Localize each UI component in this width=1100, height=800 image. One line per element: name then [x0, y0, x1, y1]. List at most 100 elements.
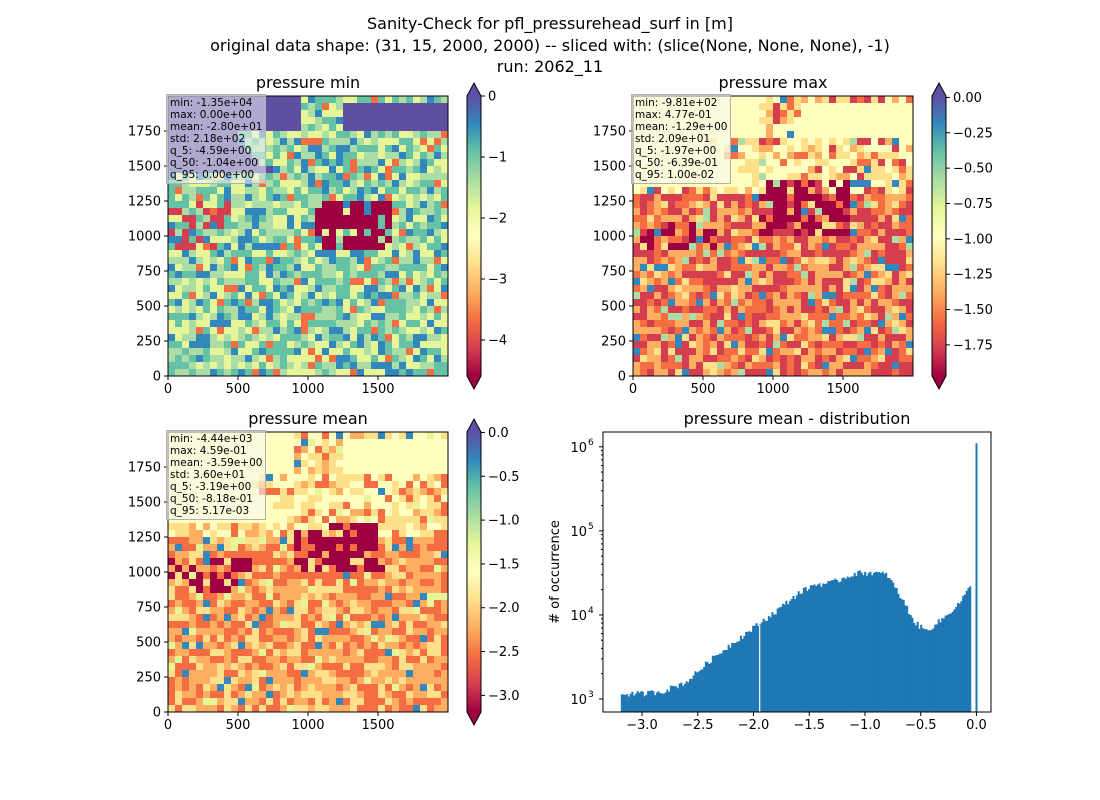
heatmap-cell — [308, 243, 315, 250]
heatmap-cell — [661, 208, 668, 215]
heatmap-cell — [420, 117, 427, 124]
heatmap-cell — [892, 243, 899, 250]
heatmap-cell — [336, 614, 343, 621]
heatmap-cell — [287, 705, 294, 712]
heatmap-cell — [329, 201, 336, 208]
heatmap-cell — [441, 166, 448, 173]
heatmap-cell — [301, 446, 308, 453]
heatmap-cell — [315, 649, 322, 656]
heatmap-cell — [815, 348, 822, 355]
heatmap-cell — [787, 229, 794, 236]
heatmap-cell — [357, 292, 364, 299]
heatmap-cell — [301, 593, 308, 600]
heatmap-cell — [759, 362, 766, 369]
heatmap-cell — [392, 299, 399, 306]
heatmap-cell — [773, 320, 780, 327]
heatmap-cell — [329, 649, 336, 656]
heatmap-cell — [238, 313, 245, 320]
heatmap-cell — [322, 474, 329, 481]
heatmap-cell — [378, 187, 385, 194]
heatmap-cell — [682, 250, 689, 257]
heatmap-cell — [301, 278, 308, 285]
heatmap-cell — [210, 565, 217, 572]
heatmap-cell — [238, 341, 245, 348]
heatmap-cell — [364, 341, 371, 348]
heatmap-cell — [689, 327, 696, 334]
heatmap-cell — [745, 208, 752, 215]
heatmap-cell — [738, 117, 745, 124]
heatmap-cell — [427, 299, 434, 306]
heatmap-cell — [406, 677, 413, 684]
heatmap-cell — [829, 166, 836, 173]
heatmap-cell — [878, 313, 885, 320]
heatmap-cell — [413, 159, 420, 166]
heatmap-cell — [287, 432, 294, 439]
heatmap-cell — [315, 593, 322, 600]
heatmap-cell — [238, 257, 245, 264]
heatmap-cell — [892, 131, 899, 138]
heatmap-cell — [413, 705, 420, 712]
heatmap-cell — [336, 187, 343, 194]
heatmap-cell — [392, 642, 399, 649]
heatmap-cell — [829, 194, 836, 201]
heatmap-cell — [829, 208, 836, 215]
heatmap-cell — [378, 474, 385, 481]
heatmap-cell — [885, 264, 892, 271]
heatmap-cell — [287, 271, 294, 278]
heatmap-cell — [766, 131, 773, 138]
heatmap-cell — [259, 551, 266, 558]
heatmap-cell — [892, 173, 899, 180]
heatmap-cell — [329, 516, 336, 523]
heatmap-cell — [780, 278, 787, 285]
heatmap-cell — [280, 698, 287, 705]
heatmap-cell — [434, 572, 441, 579]
heatmap-cell — [196, 264, 203, 271]
heatmap-cell — [350, 446, 357, 453]
heatmap-cell — [752, 334, 759, 341]
heatmap-cell — [231, 691, 238, 698]
heatmap-cell — [773, 348, 780, 355]
heatmap-cell — [392, 306, 399, 313]
heatmap-cell — [871, 159, 878, 166]
heatmap-cell — [259, 271, 266, 278]
heatmap-cell — [857, 166, 864, 173]
heatmap-cell — [878, 138, 885, 145]
heatmap-cell — [189, 649, 196, 656]
heatmap-cell — [420, 530, 427, 537]
heatmap-cell — [266, 649, 273, 656]
heatmap-cell — [252, 250, 259, 257]
heatmap-cell — [406, 649, 413, 656]
heatmap-cell — [829, 250, 836, 257]
heatmap-cell — [266, 201, 273, 208]
heatmap-cell — [427, 243, 434, 250]
heatmap-cell — [168, 264, 175, 271]
heatmap-cell — [238, 628, 245, 635]
heatmap-cell — [766, 313, 773, 320]
heatmap-cell — [808, 229, 815, 236]
heatmap-cell — [752, 313, 759, 320]
heatmap-cell — [420, 250, 427, 257]
heatmap-cell — [259, 341, 266, 348]
heatmap-cell — [885, 124, 892, 131]
heatmap-cell — [343, 257, 350, 264]
heatmap-cell — [364, 474, 371, 481]
heatmap-cell — [259, 642, 266, 649]
heatmap-cell — [427, 166, 434, 173]
heatmap-cell — [182, 278, 189, 285]
heatmap-cell — [210, 306, 217, 313]
heatmap-cell — [864, 117, 871, 124]
heatmap-cell — [322, 579, 329, 586]
heatmap-cell — [343, 264, 350, 271]
heatmap-cell — [175, 530, 182, 537]
heatmap-cell — [189, 264, 196, 271]
heatmap-cell — [738, 166, 745, 173]
heatmap-cell — [906, 285, 913, 292]
heatmap-cell — [294, 544, 301, 551]
heatmap-cell — [427, 481, 434, 488]
heatmap-cell — [217, 264, 224, 271]
heatmap-cell — [682, 292, 689, 299]
heatmap-cell — [175, 257, 182, 264]
heatmap-cell — [773, 229, 780, 236]
heatmap-cell — [406, 460, 413, 467]
heatmap-cell — [308, 488, 315, 495]
